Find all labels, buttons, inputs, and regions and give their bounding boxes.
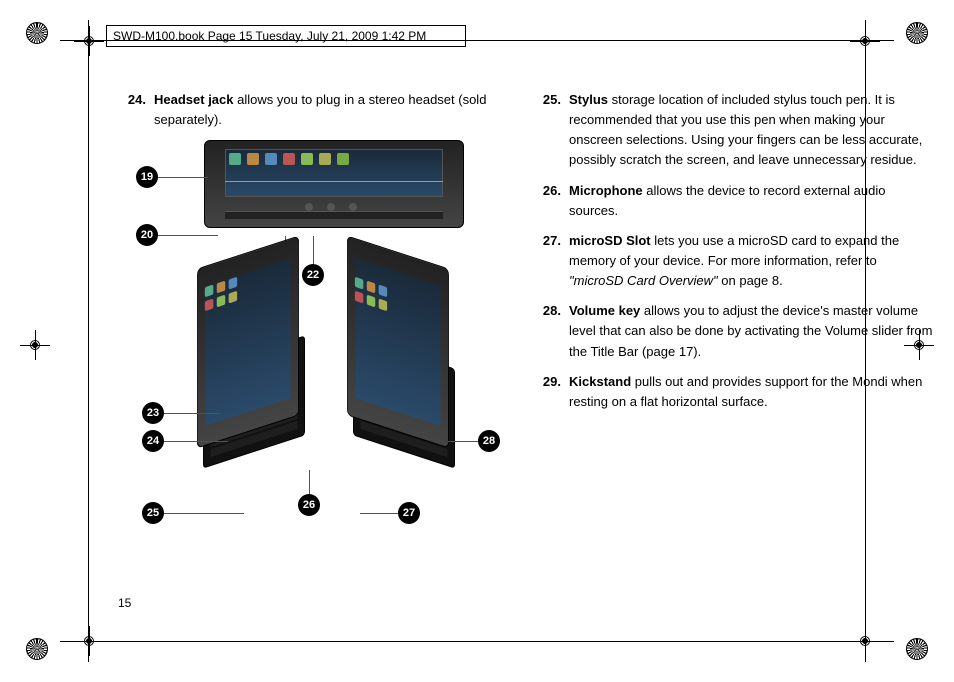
list-item: 27. microSD Slot lets you use a microSD … — [533, 231, 933, 291]
running-header: SWD-M100.book Page 15 Tuesday, July 21, … — [106, 25, 466, 47]
list-item: 28. Volume key allows you to adjust the … — [533, 301, 933, 361]
item-label: microSD Slot — [569, 233, 651, 248]
trim-line-bottom — [60, 641, 894, 642]
item-number: 24. — [118, 90, 146, 130]
item-body: Volume key allows you to adjust the devi… — [561, 301, 933, 361]
item-number: 27. — [533, 231, 561, 291]
list-item: 29. Kickstand pulls out and provides sup… — [533, 372, 933, 412]
callout-bubble: 24 — [142, 430, 164, 452]
item-body: Headset jack allows you to plug in a ste… — [146, 90, 518, 130]
list-item: 26. Microphone allows the device to reco… — [533, 181, 933, 221]
item-text: storage location of included stylus touc… — [569, 92, 922, 167]
device-bezel — [225, 211, 443, 219]
icon-row — [229, 153, 439, 163]
diagram-side-views: 23 24 25 26 27 28 — [148, 252, 508, 542]
item-body: Stylus storage location of included styl… — [561, 90, 933, 171]
item-body: Kickstand pulls out and provides support… — [561, 372, 933, 412]
left-column: 24. Headset jack allows you to plug in a… — [118, 90, 518, 542]
callout-lead — [164, 413, 220, 414]
callout-lead — [164, 513, 244, 514]
item-text: on page 8. — [718, 273, 783, 288]
callout-bubble: 27 — [398, 502, 420, 524]
callout-bubble: 19 — [136, 166, 158, 188]
page-number: 15 — [118, 596, 131, 610]
callout-lead — [360, 513, 398, 514]
item-label: Headset jack — [154, 92, 234, 107]
diagram-front-view: 19 20 21 22 — [154, 140, 494, 228]
trim-line-left — [88, 20, 89, 662]
callout-bubble: 28 — [478, 430, 500, 452]
callout-28: 28 — [448, 430, 500, 452]
device-front — [204, 140, 464, 228]
callout-bubble: 23 — [142, 402, 164, 424]
list-item: 25. Stylus storage location of included … — [533, 90, 933, 171]
item-label: Volume key — [569, 303, 640, 318]
page-content: 24. Headset jack allows you to plug in a… — [118, 90, 938, 610]
callout-bubble: 25 — [142, 502, 164, 524]
crop-cross-ml — [20, 330, 50, 360]
button-row — [305, 203, 357, 211]
crop-cross-tl — [74, 26, 104, 56]
screen-divider — [225, 181, 443, 182]
item-number: 26. — [533, 181, 561, 221]
item-italic: "microSD Card Overview" — [569, 273, 718, 288]
item-number: 28. — [533, 301, 561, 361]
item-label: Stylus — [569, 92, 608, 107]
callout-23: 23 — [142, 402, 220, 424]
callout-bubble: 20 — [136, 224, 158, 246]
item-label: Kickstand — [569, 374, 631, 389]
callout-27: 27 — [360, 502, 420, 524]
item-number: 29. — [533, 372, 561, 412]
callout-lead — [448, 441, 478, 442]
list-item: 24. Headset jack allows you to plug in a… — [118, 90, 518, 130]
callout-bubble: 26 — [298, 494, 320, 516]
callout-lead — [164, 441, 228, 442]
right-column: 25. Stylus storage location of included … — [533, 90, 933, 422]
item-number: 25. — [533, 90, 561, 171]
item-body: microSD Slot lets you use a microSD card… — [561, 231, 933, 291]
crop-mark-bl — [26, 638, 48, 660]
callout-26: 26 — [298, 470, 320, 516]
callout-lead — [158, 235, 218, 236]
callout-25: 25 — [142, 502, 244, 524]
crop-mark-tl — [26, 22, 48, 44]
item-label: Microphone — [569, 183, 643, 198]
crop-mark-br — [906, 638, 928, 660]
callout-19: 19 — [136, 166, 208, 188]
callout-20: 20 — [136, 224, 218, 246]
callout-lead — [309, 470, 310, 494]
callout-24: 24 — [142, 430, 228, 452]
crop-mark-tr — [906, 22, 928, 44]
callout-lead — [158, 177, 208, 178]
item-body: Microphone allows the device to record e… — [561, 181, 933, 221]
